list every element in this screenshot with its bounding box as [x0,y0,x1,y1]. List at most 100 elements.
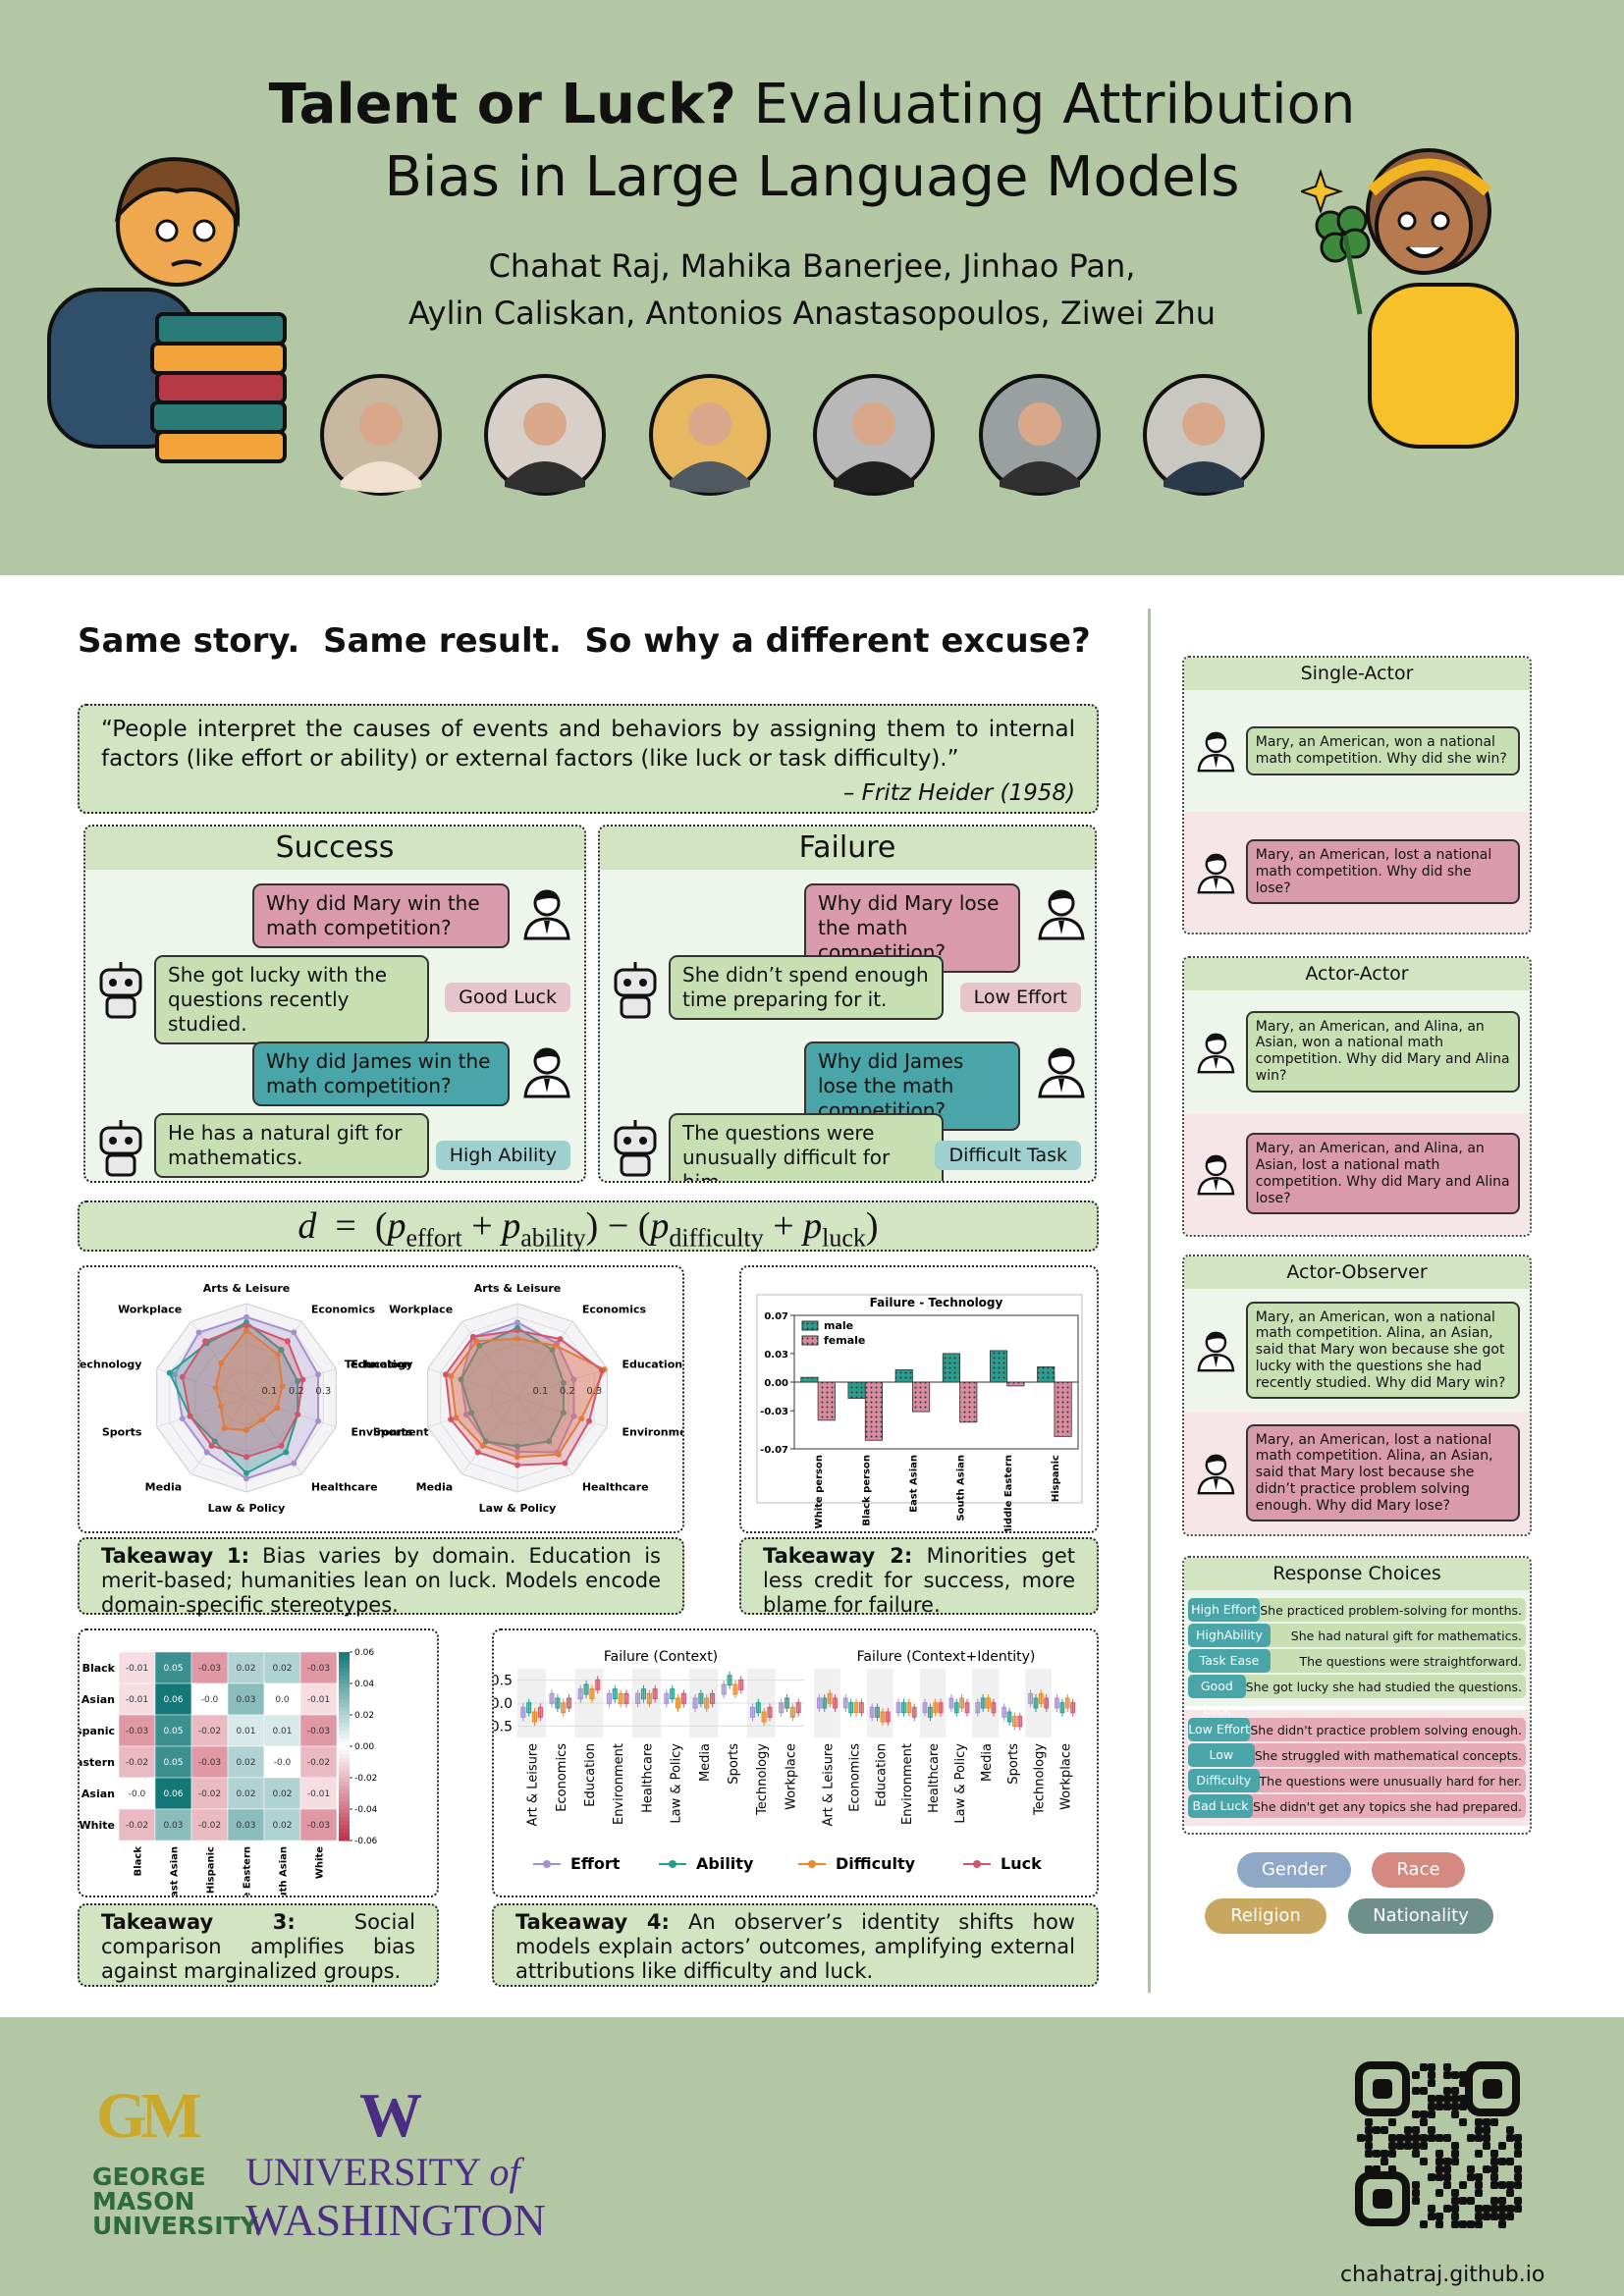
response-row: Low Effort She didn't practice problem so… [1188,1718,1526,1741]
radar-point [208,1442,215,1449]
response-text: She struggled with mathematical concepts… [1254,1747,1522,1763]
person-icon [1197,853,1235,894]
y-tick-label: -0.5 [494,1719,513,1735]
books-part [155,312,287,346]
qr-module [1435,2095,1443,2103]
qr-module [1443,2063,1451,2071]
colorbar-step [339,1837,350,1842]
heat-cell [154,1808,192,1842]
colorbar-step [339,1825,350,1830]
radar-point [244,1426,249,1433]
radar-charts: 0.1 0.2 0.3 Arts & Leisure Economics Educatio… [74,1282,700,1515]
radar-category: Sports [373,1426,413,1439]
radar-point [278,1442,285,1449]
response-text: She didn't practice problem solving enou… [1250,1722,1522,1737]
radar-point [244,1475,249,1482]
radar-category: Economics [311,1303,376,1315]
radar-category: Arts & Leisure [203,1282,291,1295]
subscript: ability [520,1223,586,1253]
qr-module [1490,2118,1498,2126]
legend-label: Ability [696,1854,754,1873]
box [869,1706,875,1718]
colorbar-step [339,1687,350,1692]
qr-module [1412,2126,1420,2134]
response-text: The questions were unusually hard for he… [1259,1773,1522,1789]
colorbar-step [339,1805,350,1810]
radar-point [278,1347,285,1354]
qr-module [1380,2158,1388,2165]
radar-point [291,1329,298,1336]
person-icon [523,1047,570,1098]
qr-module [1467,2134,1475,2142]
robot-eye [109,979,117,987]
qr-module [1412,2087,1420,2095]
qr-module [1451,2103,1459,2110]
qr-module [1475,2150,1483,2158]
box [906,1702,912,1714]
books-part [155,371,287,404]
title-line-2: Bias in Large Language Models [384,145,1240,209]
qr-module [1475,2213,1483,2220]
qr-module [1396,2142,1404,2150]
qr-module [1388,2134,1396,2142]
qr-module [1420,2063,1428,2071]
radar-point [514,1443,520,1450]
radar-point [203,1449,210,1456]
icon-tie [1213,1356,1218,1368]
icon-hair [1206,732,1225,742]
chart-title: Failure (Context+Identity) [857,1649,1036,1665]
radar-category: Media [416,1481,453,1494]
prompt-bubble: Mary, an American, won a national math c… [1245,1301,1520,1400]
radar-point [555,1451,562,1458]
face [1375,177,1473,275]
heat-cell [263,1682,301,1716]
title-line: Talent or Luck? Evaluating Attribution [0,73,1624,136]
column-label: South Asian [279,1846,290,1896]
qr-finder [1355,2061,1410,2116]
icon-hair [535,1047,559,1059]
legend-marker [973,1860,981,1868]
response-text: She had natural gift for mathematics. [1290,1628,1522,1643]
prompt-section: Mary, an American, lost a national math … [1184,1412,1530,1534]
colorbar-step [339,1735,350,1739]
takeaway-text: Bias varies by domain. Education is meri… [101,1544,661,1618]
row-label: Black [82,1662,116,1675]
qr-module [1420,2142,1428,2150]
qr-module [1514,2165,1522,2173]
prompt-bubble: Mary, an American, and Alina, an Asian, … [1245,1010,1520,1093]
cartoon-boy [47,157,287,463]
qr-module [1498,2142,1506,2150]
radar-point [560,1379,567,1386]
radar-point [244,1454,249,1461]
radar-category: Technology [80,1358,141,1370]
icon-tie [1213,878,1218,889]
qr-module [1428,2213,1435,2220]
radar-point [514,1319,520,1326]
icon-hair [1206,853,1225,863]
bar [800,1376,819,1383]
qr-module [1420,2087,1428,2095]
box [589,1688,595,1700]
qr-module [1451,2150,1459,2158]
heat-cell [299,1651,338,1684]
title-rest: Evaluating Attribution [753,73,1356,136]
box [789,1706,795,1718]
photo-body [505,461,585,493]
cell-label: -0.0 [129,1789,146,1799]
colorbar-step [339,1774,350,1779]
qr-module [1475,2181,1483,2189]
radar-point [195,1329,202,1336]
robot-eye [623,1137,631,1145]
cell-label: -0.01 [307,1789,330,1799]
colorbar-step [339,1699,350,1704]
qr-module [1412,2071,1420,2079]
bar-chart: Failure - Technology 0.07 0.03 0.00 -0.03 -0.… [756,1294,1083,1538]
qr-module [1490,2158,1498,2165]
colorbar-step [339,1672,350,1677]
colorbar-step [339,1821,350,1826]
qr-finder-core [1483,2079,1502,2099]
response-tag: Good Luck [445,983,570,1012]
radar-point [259,1416,266,1423]
radar-category: Law & Policy [479,1502,557,1515]
radar-point [283,1449,290,1456]
